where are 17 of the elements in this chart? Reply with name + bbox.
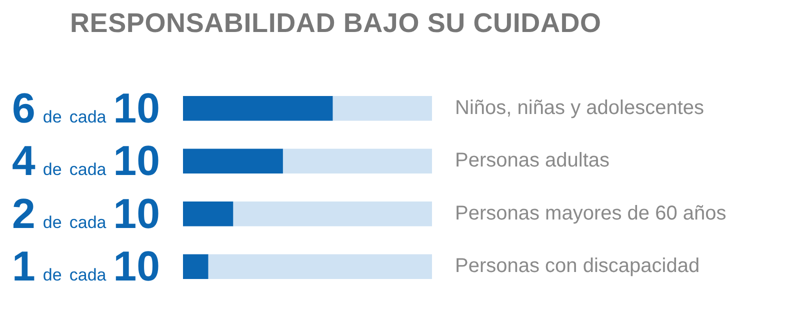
bar bbox=[183, 254, 208, 279]
chart-title: RESPONSABILIDAD BAJO SU CUIDADO bbox=[70, 8, 602, 39]
y-tick-label: Personas adultas bbox=[455, 150, 610, 172]
bar bbox=[332, 96, 432, 121]
data-label: 2 de cada 10 bbox=[12, 190, 160, 237]
y-tick-label: Niños, niñas y adolescentes bbox=[455, 96, 704, 119]
data-label: 4 de cada 10 bbox=[12, 137, 160, 184]
bar bbox=[183, 148, 283, 174]
y-tick-label: Personas con discapacidad bbox=[455, 255, 700, 278]
bar bbox=[282, 148, 432, 174]
bar bbox=[183, 202, 234, 226]
y-tick-label: Personas mayores de 60 años bbox=[455, 202, 726, 224]
bar bbox=[232, 202, 432, 226]
bar bbox=[208, 254, 432, 279]
data-label: 1 de cada 10 bbox=[12, 242, 160, 290]
data-label: 6 de cada 10 bbox=[12, 84, 160, 132]
bar bbox=[183, 96, 333, 121]
